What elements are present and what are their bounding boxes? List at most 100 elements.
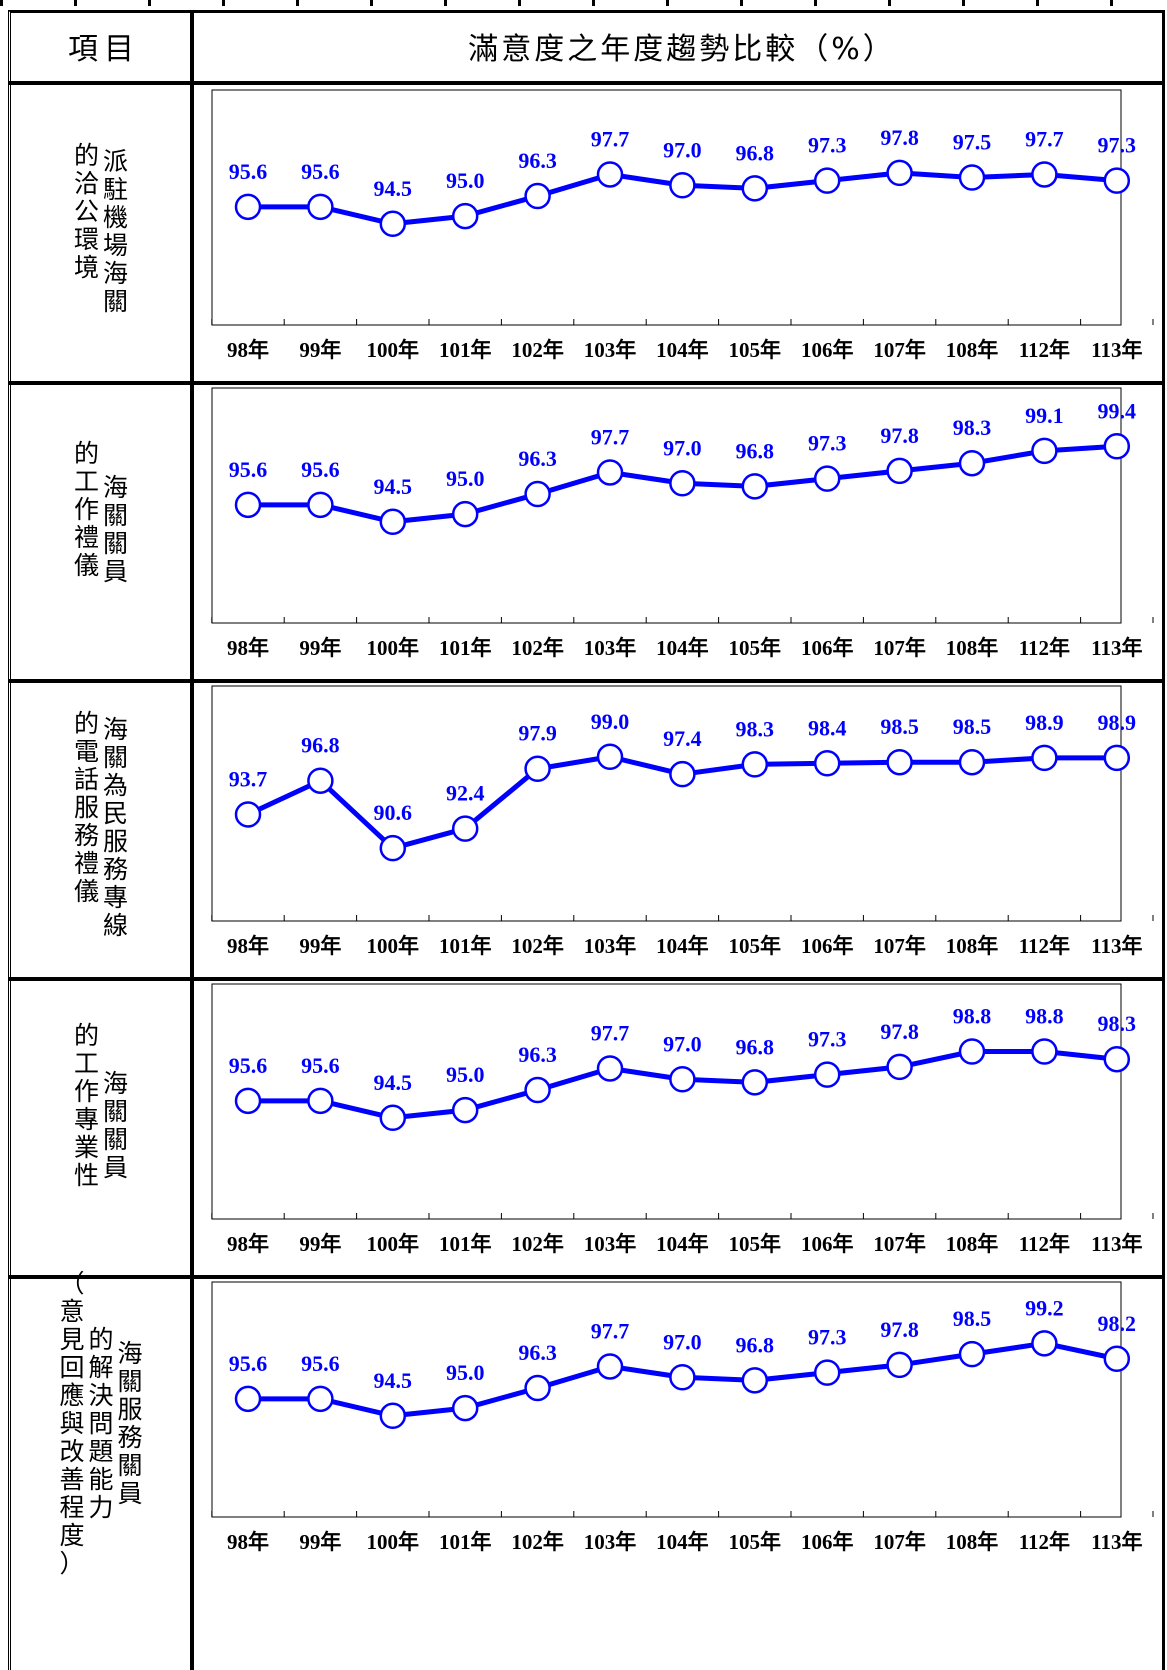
data-label: 98.5 bbox=[880, 714, 919, 739]
data-point bbox=[451, 500, 479, 528]
row-label: 海關關員的工作專業性 bbox=[14, 979, 188, 1273]
data-label: 97.8 bbox=[880, 125, 919, 150]
data-label: 96.3 bbox=[518, 148, 557, 173]
data-label: 95.6 bbox=[229, 457, 268, 482]
data-label: 97.9 bbox=[518, 721, 557, 746]
trend-chart: 95.6 95.6 94.5 95.0 96.3 97.7 97.0 96.8 97.3 97.8… bbox=[211, 89, 1154, 362]
data-point bbox=[669, 172, 696, 199]
data-point bbox=[451, 815, 479, 842]
data-point bbox=[813, 1359, 841, 1386]
row-label-column: 的洽公環境 bbox=[73, 141, 99, 282]
x-tick-label: 99年 bbox=[299, 636, 341, 660]
x-tick-label: 104年 bbox=[656, 636, 709, 660]
x-tick-label: 107年 bbox=[873, 1530, 926, 1554]
data-point bbox=[379, 210, 407, 238]
data-label: 95.6 bbox=[301, 159, 340, 184]
x-tick-label: 112年 bbox=[1019, 1530, 1070, 1554]
data-label: 97.7 bbox=[591, 1020, 630, 1045]
top-decoration-band bbox=[0, 0, 1167, 6]
x-tick-label: 106年 bbox=[801, 1530, 854, 1554]
data-label: 96.8 bbox=[736, 438, 775, 463]
x-tick-label: 113年 bbox=[1091, 1232, 1142, 1256]
data-point bbox=[1103, 1045, 1131, 1073]
trend-chart: 95.6 95.6 94.5 95.0 96.3 97.7 97.0 96.8 97.3 97.8… bbox=[211, 983, 1154, 1256]
x-tick-label: 103年 bbox=[584, 636, 637, 660]
data-label: 97.3 bbox=[808, 1027, 847, 1052]
data-label: 98.3 bbox=[736, 716, 775, 741]
data-point bbox=[886, 1053, 913, 1081]
data-point bbox=[741, 751, 769, 778]
data-point bbox=[379, 1402, 407, 1430]
data-point bbox=[813, 167, 841, 194]
data-label: 94.5 bbox=[374, 176, 413, 201]
x-tick-label: 100年 bbox=[367, 338, 420, 362]
data-label: 94.5 bbox=[374, 1368, 413, 1393]
row-label-column: 的解決問題能力 bbox=[88, 1325, 114, 1522]
data-point bbox=[1031, 161, 1058, 188]
data-label: 97.3 bbox=[808, 1325, 847, 1350]
row-label: 海關關員的工作禮儀 bbox=[14, 383, 188, 677]
data-point bbox=[307, 193, 334, 221]
x-tick-label: 105年 bbox=[729, 1530, 782, 1554]
data-label: 92.4 bbox=[446, 781, 485, 806]
row-label-column: 海關關員 bbox=[103, 473, 129, 586]
x-tick-label: 107年 bbox=[873, 636, 926, 660]
x-tick-label: 102年 bbox=[511, 636, 563, 660]
x-tick-label: 98年 bbox=[227, 934, 269, 958]
data-point bbox=[596, 459, 624, 486]
data-point bbox=[307, 767, 334, 794]
data-label: 95.0 bbox=[446, 1062, 485, 1087]
row-label-column: 海關為民服務專線 bbox=[103, 715, 129, 940]
data-point bbox=[1103, 1345, 1131, 1372]
data-label: 98.4 bbox=[808, 715, 847, 740]
x-tick-label: 98年 bbox=[227, 1530, 269, 1554]
data-point bbox=[524, 1374, 551, 1402]
data-label: 97.8 bbox=[880, 423, 919, 448]
data-label: 98.8 bbox=[953, 1004, 992, 1029]
row-border bbox=[8, 977, 1165, 981]
data-label: 95.0 bbox=[446, 1360, 485, 1385]
x-tick-label: 100年 bbox=[367, 1530, 420, 1554]
data-label: 98.5 bbox=[953, 1306, 992, 1331]
x-tick-label: 104年 bbox=[656, 934, 709, 958]
x-tick-label: 101年 bbox=[439, 636, 492, 660]
data-label: 95.6 bbox=[229, 1053, 268, 1078]
row-border bbox=[8, 1275, 1165, 1279]
data-point bbox=[1031, 437, 1058, 465]
x-tick-label: 101年 bbox=[439, 934, 492, 958]
x-tick-label: 99年 bbox=[299, 338, 341, 362]
x-tick-label: 112年 bbox=[1019, 338, 1070, 362]
data-label: 96.3 bbox=[518, 446, 557, 471]
data-point bbox=[307, 1385, 334, 1413]
data-label: 96.3 bbox=[518, 1042, 557, 1067]
row-label-column: 的工作專業性 bbox=[73, 1021, 99, 1190]
x-tick-label: 113年 bbox=[1091, 934, 1142, 958]
data-label: 93.7 bbox=[229, 766, 268, 791]
row-label-column: 海關關員 bbox=[103, 1069, 129, 1182]
x-tick-label: 102年 bbox=[511, 338, 563, 362]
x-tick-label: 98年 bbox=[227, 636, 269, 660]
data-point bbox=[234, 1087, 262, 1115]
data-point bbox=[741, 175, 769, 202]
x-tick-label: 101年 bbox=[439, 1530, 492, 1554]
data-label: 97.0 bbox=[663, 137, 702, 162]
data-point bbox=[1031, 1330, 1058, 1357]
trend-chart: 95.6 95.6 94.5 95.0 96.3 97.7 97.0 96.8 97.3 97.8… bbox=[211, 1281, 1154, 1554]
data-point bbox=[813, 1061, 841, 1088]
data-point bbox=[234, 491, 262, 519]
data-point bbox=[741, 473, 769, 500]
data-label: 97.8 bbox=[880, 1019, 919, 1044]
data-point bbox=[596, 743, 624, 771]
x-tick-label: 99年 bbox=[299, 1232, 341, 1256]
data-point bbox=[596, 1055, 624, 1082]
data-point bbox=[1103, 433, 1131, 460]
data-point bbox=[886, 1351, 913, 1379]
x-tick-label: 105年 bbox=[729, 636, 782, 660]
data-label: 98.5 bbox=[953, 714, 992, 739]
header-title: 滿意度之年度趨勢比較（%） bbox=[468, 31, 896, 67]
data-label: 97.0 bbox=[663, 435, 702, 460]
data-point bbox=[669, 760, 696, 788]
header-item-label: 項目 bbox=[68, 31, 140, 67]
x-tick-label: 99年 bbox=[299, 934, 341, 958]
